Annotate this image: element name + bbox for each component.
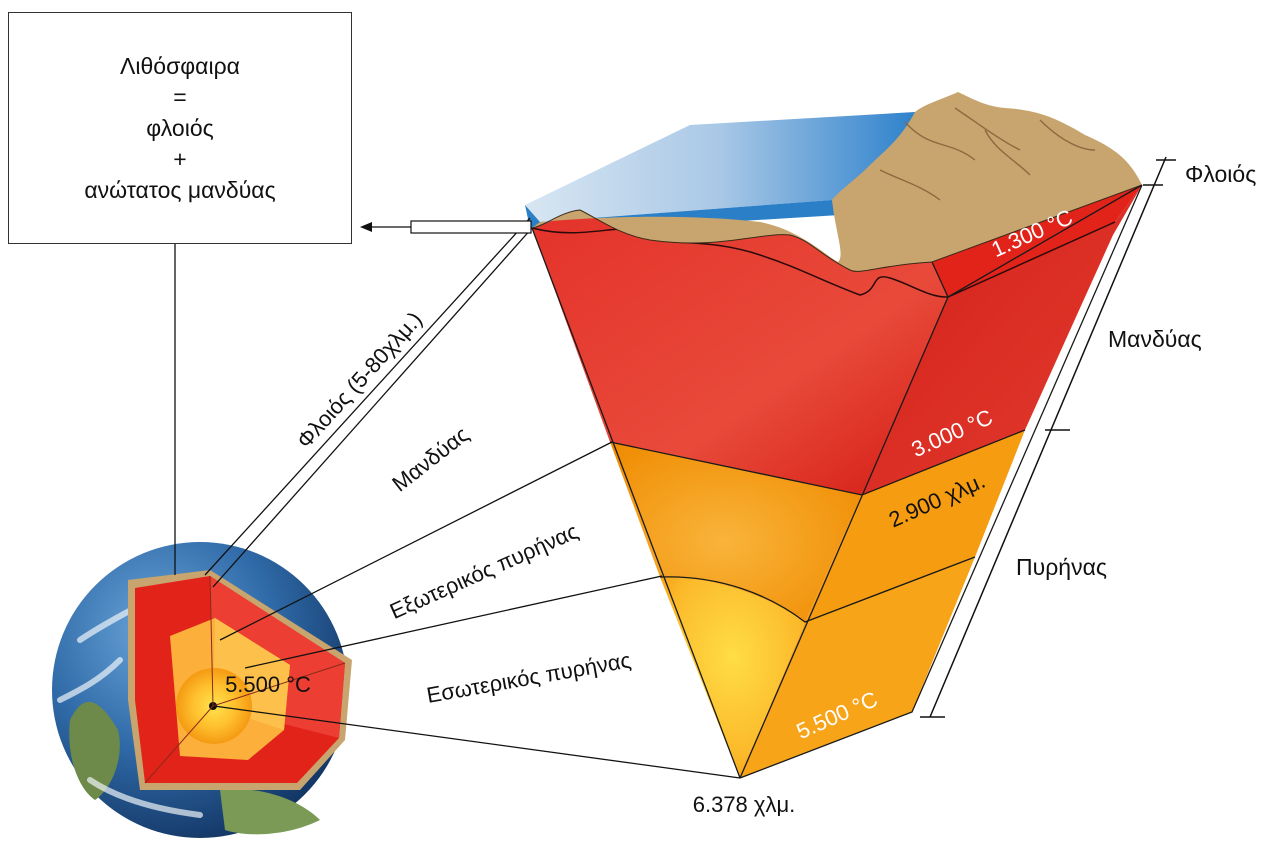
- earth-globe: [52, 542, 352, 838]
- infobox-line-lithosphere: Λιθόσφαιρα: [120, 52, 240, 79]
- scale-label-core: Πυρήνας: [1016, 554, 1107, 580]
- label-crust-range: Φλοιός (5-80χλμ.): [292, 307, 427, 453]
- globe-cutaway-edges: [144, 575, 346, 784]
- depth-scale: [920, 156, 1176, 718]
- infobox-line-plus: +: [173, 145, 187, 172]
- globe-land-2: [220, 789, 320, 835]
- crust-side-face: [932, 185, 1142, 297]
- inner-core-front-face: [660, 576, 805, 778]
- infobox-line-equals: =: [173, 83, 187, 110]
- outer-core-side-face: [805, 430, 1025, 622]
- mantle-side-face: [862, 185, 1142, 495]
- ocean-surface: [525, 112, 915, 222]
- label-inner-core: Εσωτερικός πυρήνας: [425, 647, 633, 708]
- crust-ridges: [879, 107, 1096, 201]
- scale-label-mantle: Μανδύας: [1108, 326, 1202, 352]
- infobox-line-upper-mantle: ανώτατος μανδύας: [84, 176, 276, 203]
- wedge-edges: [531, 184, 1143, 779]
- label-globe-temp: 5.500 °C: [225, 672, 311, 697]
- globe-land: [69, 701, 120, 800]
- inner-core-side-face: [740, 557, 975, 778]
- earth-wedge: [525, 92, 1143, 779]
- infobox-line-crust: φλοιός: [146, 114, 214, 141]
- scale-label-crust: Φλοιός: [1185, 161, 1256, 187]
- label-outer-core: Εξωτερικός πυρήνας: [386, 518, 582, 624]
- mantle-front-face: [532, 210, 948, 495]
- crust-front-edge: [531, 184, 1143, 272]
- lithosphere-pointer: [360, 220, 532, 234]
- connector-lines: [174, 217, 741, 779]
- label-mantle: Μανδύας: [387, 422, 473, 497]
- lithosphere-definition-box: Λιθόσφαιρα = φλοιός + ανώτατος μανδύας: [8, 12, 352, 244]
- label-radius: 6.378 χλμ.: [693, 792, 796, 817]
